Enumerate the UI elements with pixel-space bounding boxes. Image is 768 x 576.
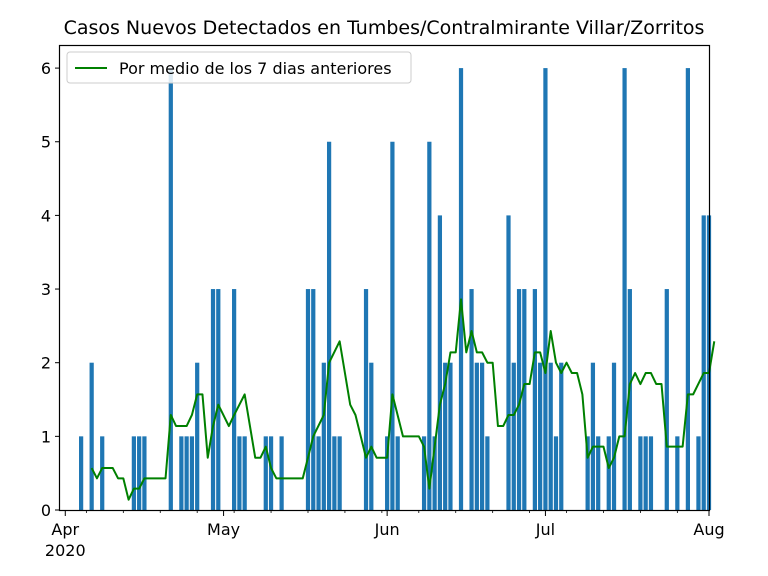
- bar: [131, 436, 136, 510]
- y-tick-label: 5: [41, 133, 51, 152]
- bar: [137, 436, 142, 510]
- y-tick-label: 2: [41, 354, 51, 373]
- bar: [443, 362, 448, 510]
- bar: [448, 362, 453, 510]
- x-tick-label: Jul: [535, 520, 555, 539]
- y-axis: 0 1 2 3 4 5 6: [41, 59, 60, 520]
- bar: [385, 436, 390, 510]
- bar: [216, 289, 221, 510]
- bar: [643, 436, 648, 510]
- bar: [553, 436, 559, 510]
- bar: [474, 362, 479, 510]
- y-tick-label: 6: [41, 59, 51, 78]
- bar: [427, 141, 432, 510]
- bar: [622, 68, 627, 510]
- bar: [548, 362, 553, 510]
- bar: [195, 362, 200, 510]
- bar: [432, 436, 437, 510]
- bar: [685, 68, 690, 510]
- bar: [664, 289, 669, 510]
- x-axis: Apr 2020 May Jun Jul Aug: [45, 510, 725, 560]
- bar: [305, 289, 311, 510]
- bar: [390, 141, 395, 510]
- bar: [506, 215, 511, 510]
- bar: [585, 436, 590, 510]
- bar: [363, 289, 369, 510]
- bar: [485, 436, 490, 510]
- bar: [79, 436, 84, 510]
- bar: [184, 436, 189, 510]
- bar: [559, 362, 564, 510]
- y-tick-label: 0: [41, 501, 51, 520]
- avg-line: [90, 298, 716, 501]
- bar: [369, 362, 374, 510]
- plot-frame: [58, 44, 711, 512]
- bar: [232, 289, 237, 510]
- bar: [606, 436, 611, 510]
- bar: [263, 436, 268, 510]
- bar: [279, 436, 284, 510]
- bar: [596, 436, 601, 510]
- bar: [516, 289, 522, 510]
- bar: [189, 436, 195, 510]
- bar: [590, 362, 596, 510]
- bar: [627, 289, 632, 510]
- bar: [179, 436, 184, 510]
- bar: [395, 436, 400, 510]
- bar: [326, 141, 332, 510]
- bar: [337, 436, 342, 510]
- bar: [511, 362, 516, 510]
- legend-label: Por medio de los 7 dias anteriores: [119, 59, 392, 78]
- line-layer: [90, 298, 716, 501]
- bar: [648, 436, 654, 510]
- bar: [480, 362, 485, 510]
- bar: [611, 362, 617, 510]
- bar: [638, 436, 643, 510]
- bar: [458, 68, 464, 510]
- bar: [543, 68, 548, 510]
- bar: [316, 436, 321, 510]
- bar: [701, 215, 706, 510]
- bar: [100, 436, 105, 510]
- bar: [311, 289, 316, 510]
- x-tick-label: Jun: [374, 520, 400, 539]
- bar: [268, 436, 274, 510]
- y-tick-label: 1: [41, 427, 51, 446]
- bar: [237, 436, 242, 510]
- bar: [89, 362, 94, 510]
- y-tick-label: 3: [41, 280, 51, 299]
- bar: [437, 215, 443, 510]
- bar: [321, 362, 326, 510]
- bar: [696, 436, 701, 510]
- legend-box: [66, 51, 412, 84]
- chart-title: Casos Nuevos Detectados en Tumbes/Contra…: [64, 17, 705, 39]
- x-tick-label: Apr: [51, 520, 79, 539]
- bar: [469, 289, 474, 510]
- x-tick-label: Aug: [693, 520, 724, 539]
- bar: [242, 436, 247, 510]
- bar: [142, 436, 147, 510]
- bar: [168, 68, 173, 510]
- bars-layer: [79, 68, 712, 510]
- bar: [421, 436, 427, 510]
- x-tick-sublabel: 2020: [45, 541, 86, 560]
- bar: [210, 289, 216, 510]
- y-tick-label: 4: [41, 206, 51, 225]
- legend: Por medio de los 7 dias anteriores: [66, 51, 412, 84]
- bar: [522, 289, 527, 510]
- bar: [332, 436, 337, 510]
- bar: [532, 289, 537, 510]
- bar: [675, 436, 680, 510]
- bar: [538, 362, 543, 510]
- x-tick-label: May: [207, 520, 240, 539]
